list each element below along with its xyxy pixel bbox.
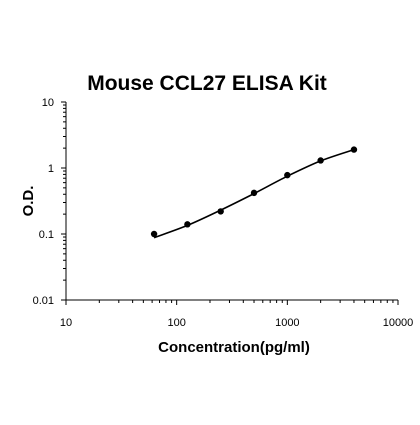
y-tick-label: 10 bbox=[42, 97, 54, 109]
data-point bbox=[317, 157, 324, 164]
data-point bbox=[150, 230, 158, 238]
axes bbox=[65, 102, 398, 301]
data-point bbox=[250, 189, 258, 197]
x-tick-label: 1000 bbox=[275, 317, 299, 329]
y-axis-label: O.D. bbox=[20, 186, 37, 217]
x-tick-label: 10000 bbox=[383, 317, 414, 329]
data-point bbox=[184, 221, 191, 228]
y-tick-label: 1 bbox=[48, 163, 54, 175]
ticks: 10 100 1000 10000 0.01 0.1 1 10 bbox=[33, 97, 414, 329]
y-tick-label: 0.1 bbox=[39, 229, 54, 241]
x-tick-label: 10 bbox=[60, 317, 72, 329]
data-point bbox=[217, 208, 224, 215]
data-point bbox=[350, 146, 358, 153]
chart-title: Mouse CCL27 ELISA Kit bbox=[87, 72, 327, 95]
points-group bbox=[150, 146, 358, 238]
y-tick-label: 0.01 bbox=[33, 295, 54, 307]
x-axis-label: Concentration(pg/ml) bbox=[158, 339, 310, 356]
x-tick-label: 100 bbox=[167, 317, 185, 329]
data-point bbox=[284, 171, 291, 179]
